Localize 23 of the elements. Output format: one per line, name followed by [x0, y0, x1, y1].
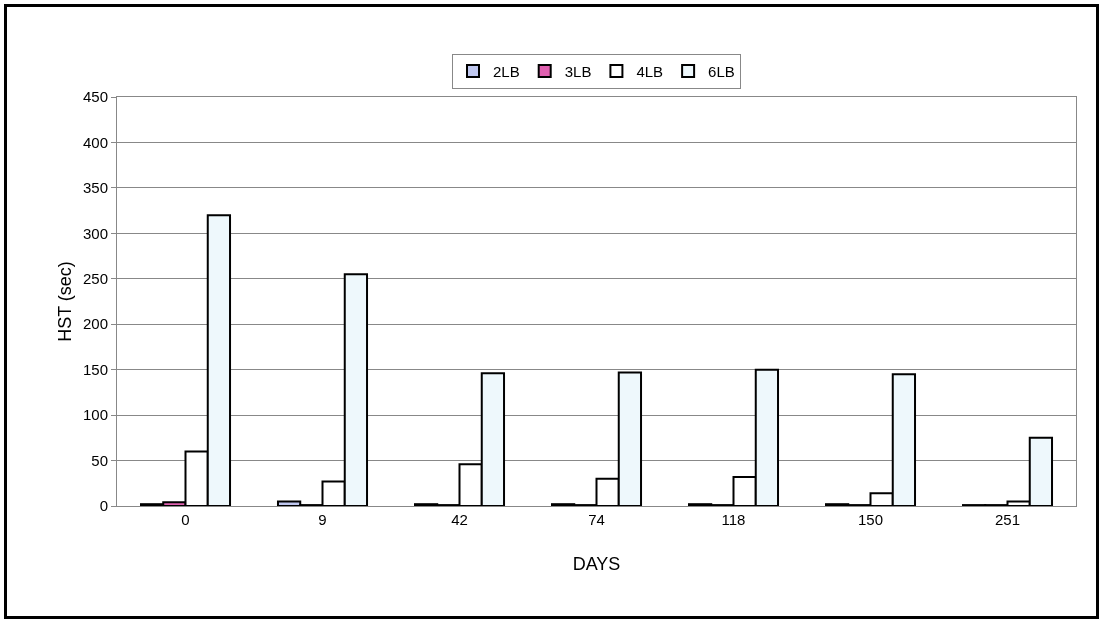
- x-tick-label: 9: [318, 511, 327, 528]
- y-tick-label: 400: [82, 133, 108, 151]
- y-tick-label: 100: [82, 406, 108, 424]
- legend-label: 4LB: [636, 62, 664, 80]
- y-tick-label: 350: [82, 179, 108, 197]
- legend-label: 2LB: [493, 62, 520, 80]
- x-tick-label: 74: [588, 511, 605, 528]
- y-tick-label: 250: [82, 270, 108, 288]
- x-tick-label: 150: [857, 511, 884, 528]
- y-tick-label: 50: [91, 451, 108, 469]
- y-tick-label: 150: [82, 360, 108, 378]
- legend-label: 6LB: [708, 62, 735, 80]
- y-tick-label: 450: [82, 88, 108, 106]
- y-tick-label: 200: [82, 315, 108, 333]
- x-axis-title: DAYS: [572, 554, 621, 575]
- y-axis-title: HST (sec): [55, 261, 75, 342]
- x-tick-label: 42: [451, 511, 468, 528]
- x-tick-label: 118: [721, 511, 746, 528]
- y-tick-label: 0: [99, 497, 108, 515]
- x-tick-label: 251: [994, 511, 1021, 528]
- legend-label: 3LB: [564, 62, 592, 80]
- x-tick-label: 0: [181, 511, 190, 528]
- y-tick-label: 300: [82, 224, 108, 242]
